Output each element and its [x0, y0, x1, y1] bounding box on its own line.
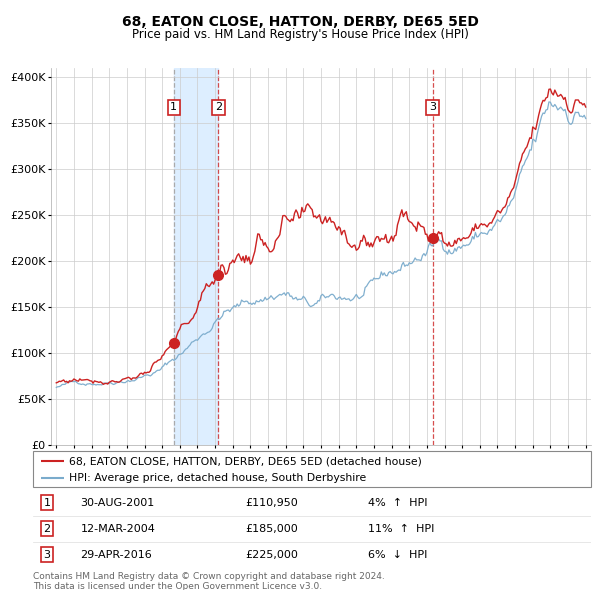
- Text: £110,950: £110,950: [245, 498, 298, 507]
- Bar: [174, 68, 218, 445]
- Text: 68, EATON CLOSE, HATTON, DERBY, DE65 5ED: 68, EATON CLOSE, HATTON, DERBY, DE65 5ED: [122, 15, 478, 29]
- Text: 11%  ↑  HPI: 11% ↑ HPI: [368, 524, 434, 533]
- Text: HPI: Average price, detached house, South Derbyshire: HPI: Average price, detached house, Sout…: [69, 473, 367, 483]
- Text: 68, EATON CLOSE, HATTON, DERBY, DE65 5ED (detached house): 68, EATON CLOSE, HATTON, DERBY, DE65 5ED…: [69, 456, 422, 466]
- Text: 2: 2: [215, 103, 222, 113]
- Text: £185,000: £185,000: [245, 524, 298, 533]
- Text: 1: 1: [43, 498, 50, 507]
- Text: 1: 1: [170, 103, 178, 113]
- Text: £225,000: £225,000: [245, 550, 298, 559]
- Text: 2: 2: [43, 524, 50, 533]
- Text: 30-AUG-2001: 30-AUG-2001: [80, 498, 155, 507]
- Text: 29-APR-2016: 29-APR-2016: [80, 550, 152, 559]
- Text: This data is licensed under the Open Government Licence v3.0.: This data is licensed under the Open Gov…: [33, 582, 322, 590]
- Text: 12-MAR-2004: 12-MAR-2004: [80, 524, 155, 533]
- Text: Price paid vs. HM Land Registry's House Price Index (HPI): Price paid vs. HM Land Registry's House …: [131, 28, 469, 41]
- Text: 3: 3: [429, 103, 436, 113]
- Text: 6%  ↓  HPI: 6% ↓ HPI: [368, 550, 427, 559]
- Text: 4%  ↑  HPI: 4% ↑ HPI: [368, 498, 427, 507]
- Text: 3: 3: [43, 550, 50, 559]
- Text: Contains HM Land Registry data © Crown copyright and database right 2024.: Contains HM Land Registry data © Crown c…: [33, 572, 385, 581]
